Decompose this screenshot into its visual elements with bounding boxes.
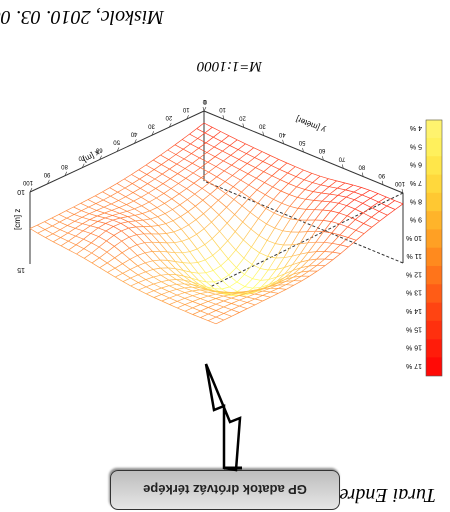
y-tick-label: 70 — [338, 155, 345, 161]
legend-label: 15 % — [406, 325, 422, 332]
y-tick-label: 40 — [278, 131, 285, 137]
y-tick-label: 100 — [394, 180, 405, 186]
y-tick-label: 30 — [258, 123, 265, 129]
legend-swatch — [426, 284, 442, 303]
x-tick-label: 90 — [43, 171, 50, 177]
y-tick-label: 10 — [219, 106, 226, 112]
y-tick-label: 50 — [298, 139, 305, 145]
y-axis-label: y [méter] — [295, 114, 327, 134]
wireframe-surface — [29, 122, 404, 325]
y-tick-label: 20 — [238, 114, 245, 120]
legend-swatch — [426, 192, 442, 212]
legend-label: 9 % — [410, 216, 422, 223]
legend-label: 11 % — [407, 252, 422, 259]
x-axis-ticks: 0 10 20 30 40 50 60 70 80 90 100 — [22, 98, 207, 193]
legend-label: 13 % — [406, 289, 422, 296]
y-tick-label: 60 — [318, 147, 325, 153]
legend-label: 12 % — [406, 270, 422, 277]
legend-swatch — [426, 211, 442, 230]
y-axis-ticks: 0 10 20 30 40 50 60 70 80 90 100 — [202, 98, 405, 194]
x-tick-label: 80 — [60, 163, 67, 169]
legend-swatch — [426, 229, 442, 248]
color-legend: 4 % 5 % 6 % 7 % 8 % 9 % 10 % 11 % 12 % 13 % 14 % 15… — [406, 119, 443, 377]
x-tick-label: 70 — [78, 155, 85, 161]
legend-label: 14 % — [406, 307, 422, 314]
z-tick-label: 10 — [17, 188, 25, 195]
legend-label: 5 % — [410, 142, 422, 149]
x-tick-label: 50 — [113, 139, 120, 145]
legend-swatch — [426, 156, 442, 175]
legend-swatch — [426, 137, 442, 157]
y-tick-label: 90 — [378, 172, 385, 178]
legend-swatch — [426, 302, 442, 322]
legend-label: 10 % — [406, 234, 422, 241]
legend-swatch — [426, 265, 442, 285]
x-tick-label: 30 — [147, 122, 154, 128]
z-axis-label: [cm] z — [13, 209, 22, 230]
y-tick-label: 0 — [202, 98, 206, 104]
legend-label: 7 % — [410, 179, 422, 186]
x-tick-label: 100 — [22, 179, 33, 185]
x-tick-label: 0 — [203, 98, 207, 104]
lightning-arrow-icon — [204, 363, 242, 472]
legend-label: 16 % — [406, 344, 422, 351]
x-tick-label: 60 — [95, 147, 102, 153]
x-tick-label: 10 — [182, 106, 189, 112]
x-axis-label: x [m] — [82, 148, 102, 164]
legend-swatch — [426, 357, 442, 376]
legend-swatch — [426, 339, 442, 358]
legend-swatch — [426, 174, 442, 194]
legend-swatch — [426, 320, 442, 340]
legend-label: 4 % — [410, 124, 422, 131]
legend-swatch — [426, 247, 442, 267]
legend-swatch — [426, 119, 442, 139]
x-tick-label: 20 — [165, 114, 172, 120]
legend-label: 17 % — [406, 362, 422, 369]
x-tick-label: 40 — [130, 130, 137, 136]
legend-label: 8 % — [410, 197, 422, 204]
y-tick-label: 80 — [358, 164, 365, 170]
legend-label: 6 % — [410, 161, 422, 168]
z-tick-label: 15 — [17, 266, 25, 273]
